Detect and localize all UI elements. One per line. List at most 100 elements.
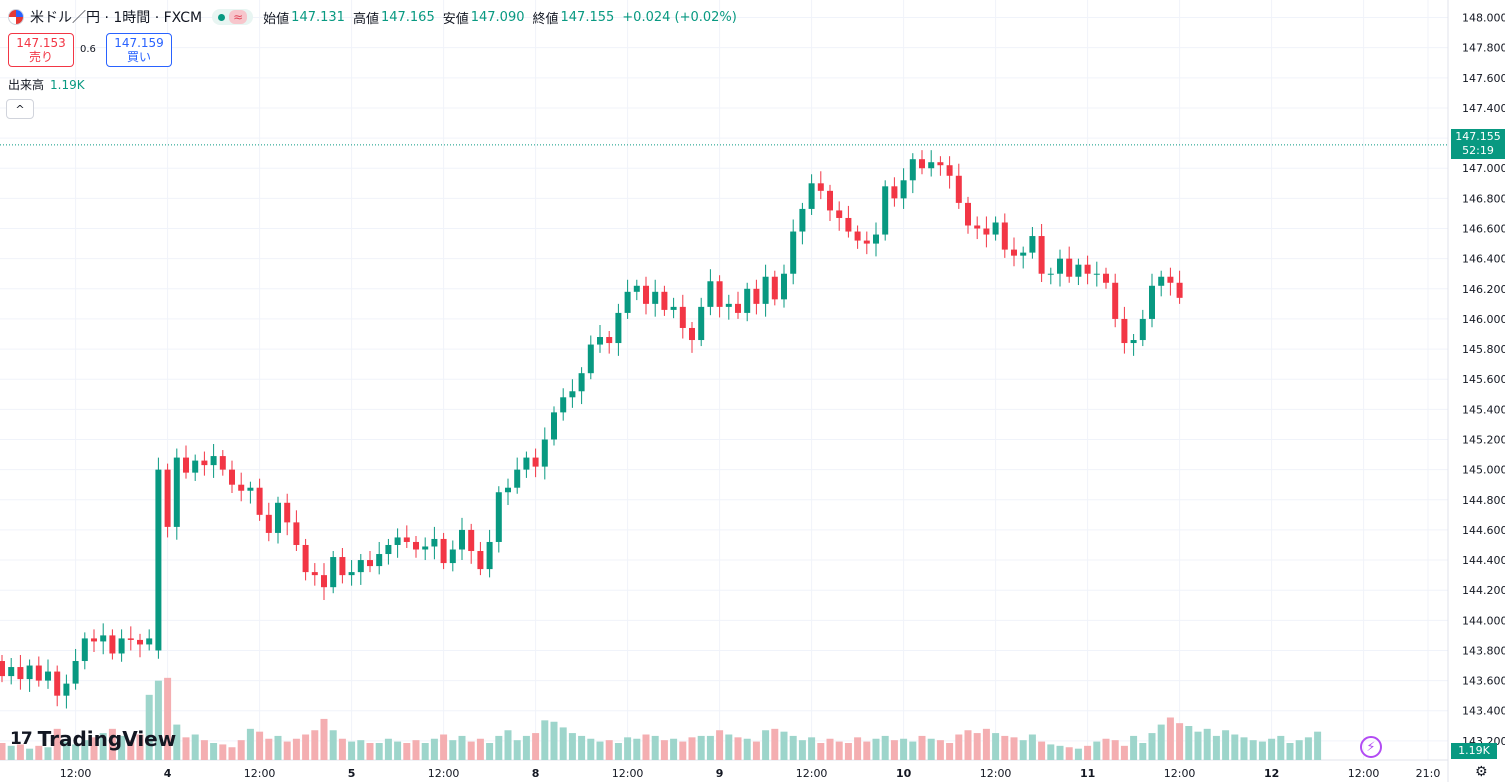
sell-button[interactable]: 147.153 売り [8,33,74,67]
volume-bar [210,743,218,760]
change-value: +0.024 (+0.02%) [622,9,737,25]
volume-bar [578,735,586,760]
volume-bar [449,740,457,760]
volume-label: 出来高 [8,78,45,92]
volume-bar [522,735,530,760]
volume-bar [660,740,668,760]
volume-bar [118,735,126,760]
candle-body [689,327,695,341]
y-tick-label: 146.600 [1462,223,1505,236]
candle-body [974,225,981,229]
volume-bar [26,748,34,760]
volume-bar [1093,741,1101,760]
volume-bar [1074,748,1082,760]
volume-bar [835,741,843,760]
candle-body [541,439,548,467]
volume-tag: 1.19K [1451,743,1497,759]
y-tick-label: 146.200 [1462,283,1505,296]
symbol-title[interactable]: 米ドル／円 · 1時間 · FXCM [30,10,203,26]
volume-bar [81,740,89,760]
candle-body [725,303,732,307]
sell-price: 147.153 [16,36,66,50]
tradingview-logo-text: TradingView [37,727,177,751]
close-value: 147.155 [560,9,615,25]
y-tick-label: 146.400 [1462,253,1505,266]
volume-bar [854,737,862,760]
volume-bar [1258,741,1266,760]
tradingview-logo[interactable]: 17 TradingView [10,727,176,751]
volume-bar [1166,717,1174,760]
volume-bar [467,741,475,760]
volume-bar [964,730,972,760]
volume-bar [513,740,521,760]
candle-body [81,638,88,662]
lightning-icon[interactable]: ⚡ [1360,736,1382,758]
candle-body [827,190,833,211]
candle-body [836,210,843,218]
y-tick-label: 144.000 [1462,614,1505,627]
volume-bar [918,735,926,760]
volume-bar [1240,737,1248,760]
candle-body [762,276,769,304]
volume-bar [265,738,273,760]
volume-bar [292,738,300,760]
candle-body [229,469,235,485]
volume-bar [596,741,604,760]
volume-bar [16,744,24,760]
volume-bar [863,741,871,760]
candle-body [173,457,180,527]
volume-bar [614,743,622,760]
candle-body [505,487,511,493]
candle-body [210,456,217,466]
volume-bar [72,744,80,760]
candle-body [183,457,189,473]
x-tick-label: 8 [532,767,540,780]
volume-bar [338,738,346,760]
volume-bar [366,743,374,760]
candle-body [91,638,97,642]
volume-bar [587,738,595,760]
volume-bar [982,728,990,760]
volume-bar [706,735,714,760]
volume-bar [1268,738,1276,760]
volume-bar [1084,745,1092,760]
candle-body [873,234,879,244]
candle-body [606,337,613,344]
volume-bar [670,738,678,760]
volume-bar [1249,740,1257,760]
y-tick-label: 148.000 [1462,12,1505,25]
candle-body [118,638,125,654]
candle-body [790,231,797,274]
buy-price: 147.159 [114,36,164,50]
candle-body [781,273,787,300]
candle-body [495,492,502,542]
candle-body [652,291,659,304]
candle-body [17,667,24,680]
current-price-label: 147.155 [1455,130,1501,143]
candle-body [164,469,171,527]
market-status-pill[interactable]: ≈ [212,9,254,25]
volume-bar [108,728,116,760]
candle-body [192,460,199,473]
chevron-up-icon: ^ [15,102,25,116]
wave-icon: ≈ [229,10,248,24]
buy-button[interactable]: 147.159 買い [106,33,172,67]
candle-body [1038,236,1045,274]
volume-bar [808,737,816,760]
volume-bar [504,730,512,760]
x-tick-label: 5 [348,767,356,780]
open-label: 始値 [263,11,290,27]
candle-body [486,541,493,570]
candle-body [992,222,999,235]
volume-bar [1038,741,1046,760]
volume-bar [1314,731,1322,760]
volume-bar [798,740,806,760]
gear-icon[interactable]: ⚙ [1475,764,1488,780]
volume-bar [357,740,365,760]
candle-body [716,281,723,307]
collapse-legend-button[interactable]: ^ [6,99,34,119]
volume-bar [1212,735,1220,760]
volume-bar [1102,738,1110,760]
volume-bar [145,694,153,760]
